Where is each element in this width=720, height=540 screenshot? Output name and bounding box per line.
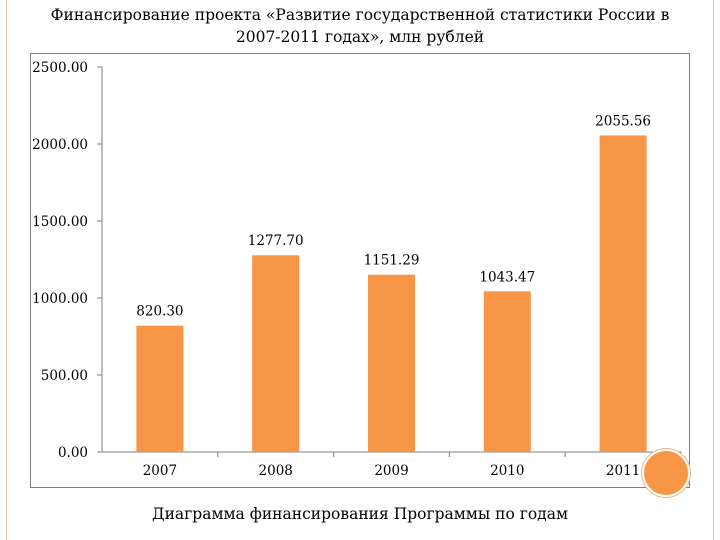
bar [368, 274, 415, 452]
x-tick-label: 2009 [374, 463, 408, 479]
bar [483, 291, 531, 452]
y-tick-label: 1500.00 [32, 214, 88, 230]
x-tick-label: 2011 [606, 463, 640, 479]
bar-chart: 0.00 500.00 1000.00 1500.00 2000.00 2500.00 20… [32, 60, 682, 479]
x-tick-label: 2008 [259, 463, 293, 479]
y-tick-label: 0.00 [58, 445, 88, 461]
bar [252, 255, 300, 452]
decorative-circle [642, 449, 690, 497]
data-label: 1277.70 [248, 233, 304, 249]
chart-title: Финансирование проекта «Развитие государ… [50, 6, 670, 46]
y-tick-label: 2000.00 [32, 137, 88, 153]
y-tick-label: 500.00 [41, 368, 88, 384]
chart-area: 0.00 500.00 1000.00 1500.00 2000.00 2500.00 20… [30, 53, 690, 488]
data-label: 820.30 [136, 304, 183, 320]
x-tick-label: 2010 [490, 463, 524, 479]
bar [136, 325, 184, 452]
bar [599, 135, 647, 452]
slide-frame [6, 0, 714, 540]
data-label: 1043.47 [479, 269, 535, 285]
chart-caption: Диаграмма финансирования Программы по го… [151, 505, 569, 523]
data-label: 1151.29 [364, 253, 420, 269]
y-tick-label: 1000.00 [32, 291, 88, 307]
y-tick-label: 2500.00 [32, 60, 88, 76]
x-tick-label: 2007 [143, 463, 177, 479]
data-label: 2055.56 [595, 113, 651, 129]
